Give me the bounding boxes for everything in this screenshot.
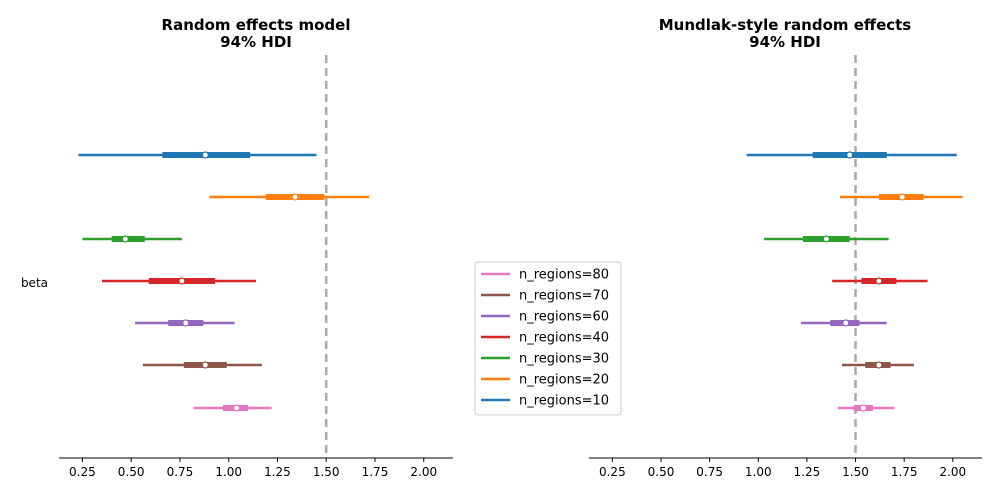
- x-tick-label: 0.50: [118, 465, 145, 479]
- legend: n_regions=80 n_regions=70 n_regions=60 n_re…: [474, 261, 622, 416]
- x-tick-label: 1.25: [264, 465, 291, 479]
- mean-point: [201, 361, 209, 369]
- legend-frame: [474, 261, 622, 416]
- x-tick-label: 0.75: [167, 465, 194, 479]
- legend-label: n_regions=80: [519, 268, 609, 283]
- legend-label: n_regions=70: [519, 289, 609, 304]
- x-axis-ticks: 0.25 0.50 0.75 1.00 1.25 1.50 1.75 2.00: [69, 458, 437, 479]
- x-tick-label: 0.25: [599, 465, 626, 479]
- mean-point: [875, 277, 883, 285]
- x-tick-label: 1.50: [842, 465, 869, 479]
- x-tick-label: 1.75: [891, 465, 918, 479]
- legend-label: n_regions=10: [519, 394, 609, 409]
- mean-point: [178, 277, 186, 285]
- mean-point: [822, 235, 830, 243]
- panel-subtitle: 94% HDI: [220, 33, 292, 51]
- mean-point: [201, 151, 209, 159]
- x-tick-label: 0.25: [69, 465, 96, 479]
- panel-title: Mundlak-style random effects: [659, 16, 912, 34]
- x-axis-ticks: 0.25 0.50 0.75 1.00 1.25 1.50 1.75 2.00: [599, 458, 966, 479]
- x-tick-label: 1.50: [313, 465, 340, 479]
- panel-mundlak-random-effects: Mundlak-style random effects 94% HDI 0.2…: [589, 16, 982, 479]
- legend-label: n_regions=30: [519, 352, 609, 367]
- panel-subtitle: 94% HDI: [749, 33, 821, 51]
- x-tick-label: 0.50: [648, 465, 675, 479]
- mean-point: [859, 404, 867, 412]
- legend-label: n_regions=20: [519, 373, 609, 388]
- forest-marks: [78, 151, 370, 412]
- mean-point: [291, 193, 299, 201]
- mean-point: [875, 361, 883, 369]
- mean-point: [898, 193, 906, 201]
- x-tick-label: 1.25: [794, 465, 821, 479]
- x-tick-label: 1.00: [745, 465, 772, 479]
- mean-point: [121, 235, 129, 243]
- x-tick-label: 2.00: [939, 465, 966, 479]
- y-axis-label: beta: [21, 276, 48, 290]
- mean-point: [842, 319, 850, 327]
- legend-items: n_regions=80 n_regions=70 n_regions=60 n_re…: [481, 268, 609, 409]
- x-tick-label: 0.75: [696, 465, 723, 479]
- x-tick-label: 2.00: [410, 465, 437, 479]
- mean-point: [182, 319, 190, 327]
- mean-point: [232, 404, 241, 412]
- panel-random-effects: Random effects model 94% HDI beta 0.25 0.…: [21, 16, 453, 479]
- legend-label: n_regions=40: [519, 331, 609, 346]
- mean-point: [846, 151, 854, 159]
- x-tick-label: 1.75: [362, 465, 389, 479]
- forest-marks: [746, 151, 963, 412]
- x-tick-label: 1.00: [215, 465, 242, 479]
- legend-label: n_regions=60: [519, 310, 609, 325]
- panel-title: Random effects model: [162, 16, 351, 34]
